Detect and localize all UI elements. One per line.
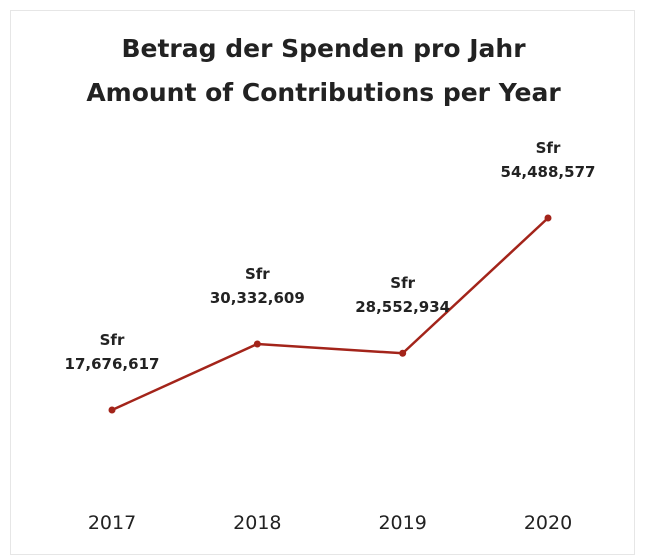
x-tick-label: 2018 xyxy=(233,512,282,534)
chart-title: Betrag der Spenden pro Jahr xyxy=(121,34,526,63)
chart-subtitle: Amount of Contributions per Year xyxy=(86,78,561,107)
x-tick-label: 2020 xyxy=(523,512,573,534)
point xyxy=(108,406,116,414)
point xyxy=(253,340,261,348)
x-tick-label: 2019 xyxy=(378,512,427,534)
data-label: Sfr 54,488,577 xyxy=(500,139,596,181)
point xyxy=(544,214,552,222)
point xyxy=(399,349,407,357)
x-tick-label: 2017 xyxy=(87,512,137,534)
data-label: Sfr 17,676,617 xyxy=(64,331,160,373)
data-label: Sfr 30,332,609 xyxy=(209,264,305,307)
data-label: Sfr 28,552,934 xyxy=(355,274,451,317)
line xyxy=(111,217,549,412)
